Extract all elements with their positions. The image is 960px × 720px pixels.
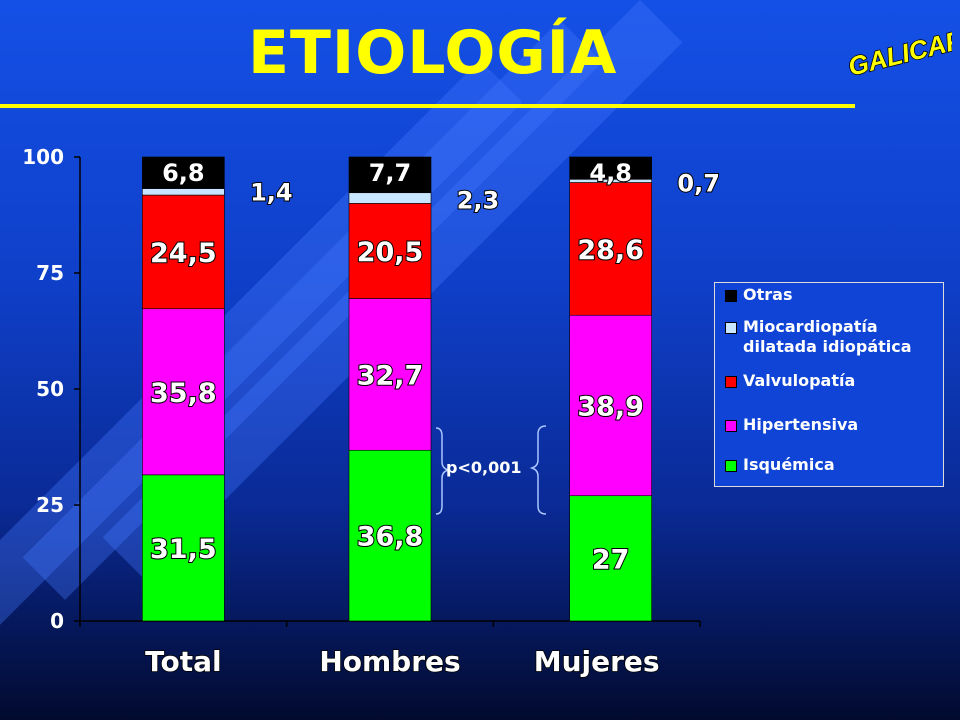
bar-segment — [569, 182, 652, 316]
legend-item: Hipertensiva — [725, 415, 858, 435]
legend-item: Valvulopatía — [725, 371, 855, 391]
y-tick-label: 75 — [36, 261, 64, 285]
significance-brace — [435, 427, 451, 515]
significance-annotation: p<0,001 — [446, 458, 522, 477]
legend-swatch — [725, 460, 737, 472]
y-tick-label: 50 — [36, 377, 64, 401]
bar-segment — [348, 298, 432, 451]
chart-legend: Otras Miocardiopatía dilatada idiopática V… — [714, 282, 944, 487]
significance-brace — [529, 425, 547, 515]
bar-segment — [142, 188, 225, 196]
x-tick-label: Total — [145, 645, 222, 678]
data-label: 6,8 — [162, 159, 205, 187]
bar-segment — [348, 449, 432, 622]
legend-swatch — [725, 420, 737, 432]
legend-item: Miocardiopatía dilatada idiopática — [725, 317, 943, 357]
legend-item: Isquémica — [725, 455, 835, 475]
title-underline — [0, 104, 855, 108]
data-label: 24,5 — [150, 238, 217, 269]
slide-title: ETIOLOGÍA — [248, 18, 618, 88]
data-label: 20,5 — [357, 237, 424, 268]
bar-segment — [569, 314, 652, 497]
x-tick-label: Hombres — [319, 645, 460, 678]
legend-label: Otras — [743, 285, 793, 304]
bar-segment — [142, 474, 225, 622]
y-tick-label: 25 — [36, 493, 64, 517]
legend-label: Miocardiopatía dilatada idiopática — [743, 317, 912, 356]
x-tick-label: Mujeres — [534, 645, 660, 678]
legend-label: Isquémica — [743, 455, 835, 474]
legend-swatch — [725, 376, 737, 388]
bar-segment — [348, 156, 432, 194]
bar-segment — [142, 194, 225, 310]
data-label: 35,8 — [150, 378, 217, 409]
data-label: 2,3 — [457, 187, 500, 215]
bar-segment — [569, 156, 652, 180]
bar-segment — [348, 192, 432, 204]
data-label: 7,7 — [369, 159, 412, 187]
data-label: 38,9 — [577, 391, 644, 422]
data-label: 32,7 — [357, 360, 424, 391]
galicap-logo: GALICAP — [844, 23, 952, 80]
data-label: 28,6 — [577, 235, 644, 266]
legend-label: Valvulopatía — [743, 371, 856, 390]
y-tick-label: 100 — [22, 145, 64, 169]
legend-item: Otras — [725, 285, 792, 305]
data-label: 4,8 — [589, 159, 632, 187]
bar-segment — [142, 156, 225, 189]
data-label: 36,8 — [357, 522, 424, 553]
legend-label: Hipertensiva — [743, 415, 859, 434]
y-tick-label: 0 — [50, 609, 64, 633]
data-label: 31,5 — [150, 534, 217, 565]
bar-segment — [348, 203, 432, 299]
data-label: 0,7 — [677, 169, 720, 197]
bar-segment — [142, 308, 225, 476]
bar-segment — [569, 495, 652, 622]
data-label: 1,4 — [250, 179, 293, 207]
legend-swatch — [725, 290, 737, 302]
legend-swatch — [725, 322, 737, 334]
data-label: 27 — [592, 544, 630, 575]
